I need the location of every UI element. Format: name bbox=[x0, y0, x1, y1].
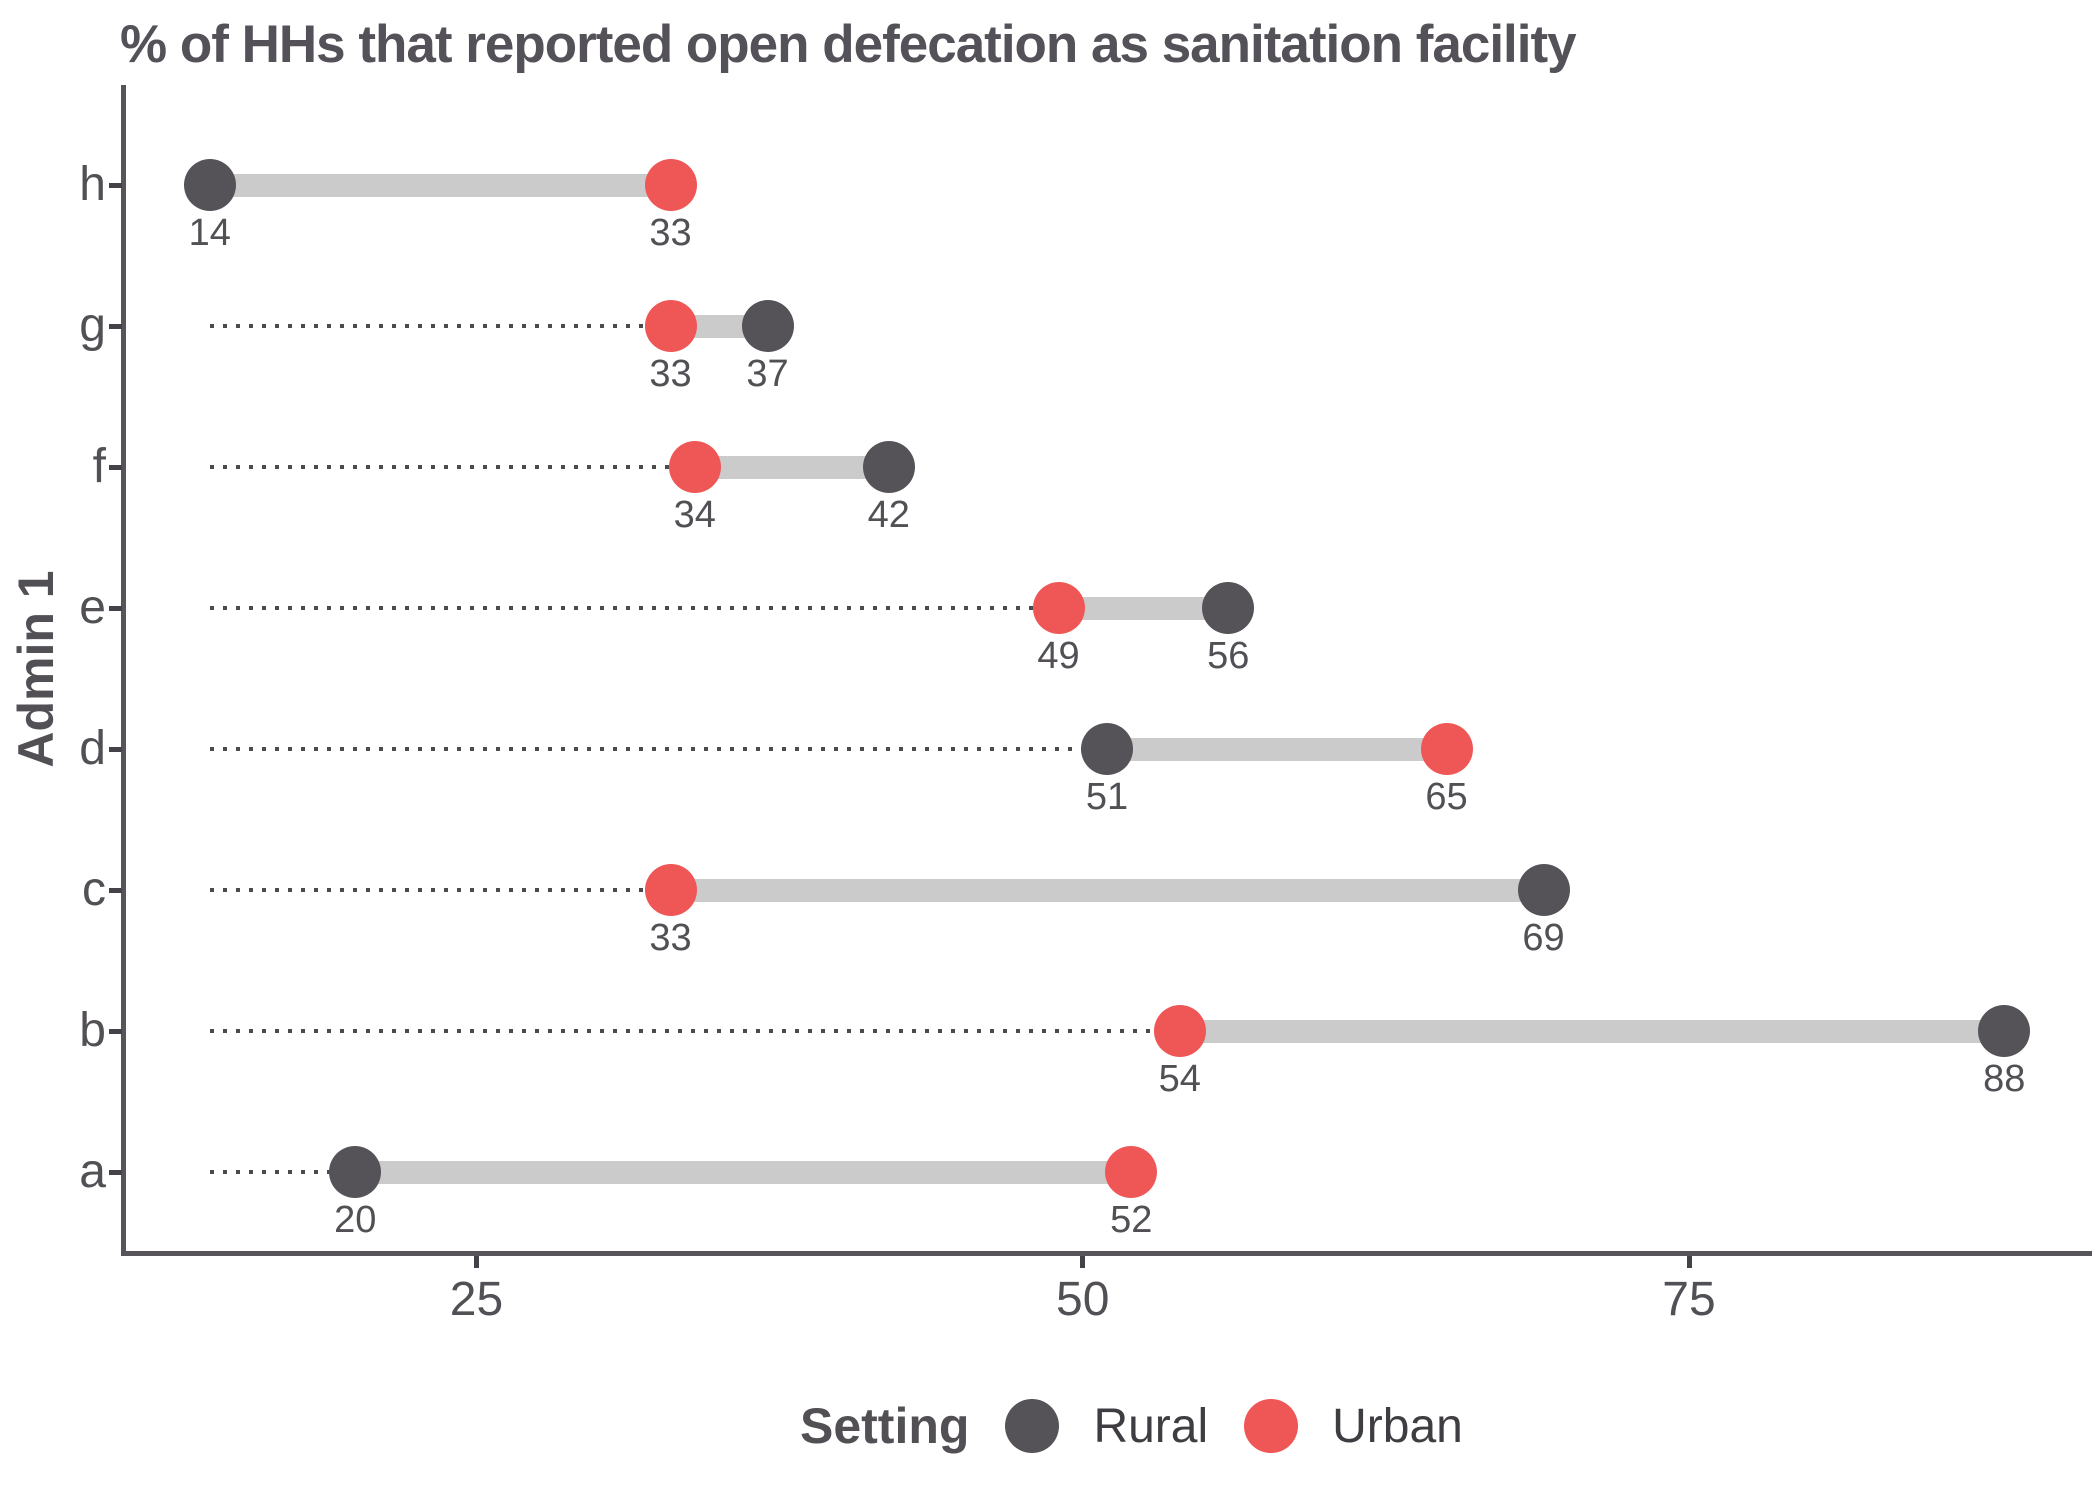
connector-band bbox=[1058, 596, 1229, 620]
urban-data-point bbox=[644, 300, 697, 352]
value-label: 56 bbox=[1207, 635, 1250, 677]
y-tick bbox=[109, 464, 122, 470]
x-tick-label: 50 bbox=[1056, 1273, 1110, 1326]
urban-data-point bbox=[668, 441, 721, 493]
rural-data-point bbox=[183, 159, 236, 211]
y-tick bbox=[109, 1169, 122, 1175]
category-label: g bbox=[79, 299, 106, 352]
category-label: e bbox=[79, 581, 106, 634]
y-axis-line bbox=[121, 85, 126, 1256]
urban-data-point bbox=[644, 159, 697, 211]
category-label: d bbox=[79, 722, 106, 775]
value-label: 65 bbox=[1425, 776, 1468, 818]
urban-data-point bbox=[644, 864, 697, 916]
value-label: 20 bbox=[334, 1199, 377, 1241]
value-label: 14 bbox=[188, 212, 231, 254]
y-tick bbox=[109, 746, 122, 752]
rural-data-point bbox=[1202, 582, 1255, 634]
leader-line bbox=[209, 324, 671, 328]
rural-data-point bbox=[329, 1146, 382, 1198]
rural-data-point bbox=[1081, 723, 1133, 775]
connector-band bbox=[355, 1160, 1132, 1184]
value-label: 69 bbox=[1522, 917, 1565, 959]
value-label: 52 bbox=[1110, 1199, 1153, 1241]
legend: Setting Rural Urban bbox=[800, 1398, 1463, 1454]
legend-item-urban: Urban bbox=[1244, 1399, 1463, 1454]
connector-band bbox=[209, 173, 671, 197]
x-tick bbox=[474, 1256, 479, 1268]
category-label: f bbox=[92, 440, 106, 493]
chart-title: % of HHs that reported open defecation a… bbox=[120, 15, 1577, 74]
leader-line bbox=[209, 465, 695, 469]
rural-data-point bbox=[741, 300, 794, 352]
x-tick bbox=[1686, 1256, 1692, 1268]
urban-data-point bbox=[1153, 1005, 1206, 1057]
urban-data-point bbox=[1420, 723, 1473, 775]
leader-line bbox=[209, 1029, 1180, 1033]
connector-band bbox=[694, 455, 889, 479]
connector-band bbox=[1107, 737, 1447, 761]
value-label: 49 bbox=[1037, 635, 1080, 677]
y-tick bbox=[109, 605, 122, 611]
category-label: b bbox=[79, 1004, 106, 1057]
category-label: c bbox=[82, 863, 106, 916]
value-label: 51 bbox=[1085, 776, 1129, 818]
connector-band bbox=[1179, 1019, 2005, 1043]
value-label: 42 bbox=[867, 494, 910, 536]
value-label: 33 bbox=[649, 917, 692, 959]
y-tick bbox=[109, 323, 122, 329]
x-tick-label: 75 bbox=[1662, 1273, 1716, 1326]
leader-line bbox=[209, 1170, 356, 1174]
y-tick bbox=[109, 182, 122, 188]
rural-data-point bbox=[862, 441, 915, 493]
legend-label-urban: Urban bbox=[1332, 1399, 1463, 1453]
value-label: 88 bbox=[1983, 1058, 2026, 1100]
leader-line bbox=[209, 606, 1059, 610]
y-tick bbox=[109, 1028, 122, 1034]
value-label: 34 bbox=[673, 494, 716, 536]
value-label: 33 bbox=[649, 212, 692, 254]
category-label: h bbox=[79, 158, 106, 211]
connector-band bbox=[670, 878, 1544, 902]
rural-data-point bbox=[1517, 864, 1570, 916]
x-tick-label: 25 bbox=[449, 1273, 504, 1326]
x-axis-line bbox=[121, 1251, 2092, 1256]
category-label: a bbox=[79, 1145, 106, 1198]
legend-item-rural: Rural bbox=[1005, 1399, 1208, 1454]
rural-data-point bbox=[1978, 1005, 2031, 1057]
leader-line bbox=[209, 747, 1107, 751]
urban-swatch-icon bbox=[1244, 1399, 1299, 1453]
x-tick bbox=[1080, 1256, 1086, 1268]
rural-swatch-icon bbox=[1005, 1399, 1060, 1453]
legend-title: Setting bbox=[800, 1398, 970, 1454]
urban-data-point bbox=[1105, 1146, 1158, 1198]
leader-line bbox=[209, 888, 671, 892]
value-label: 33 bbox=[649, 353, 692, 395]
y-tick bbox=[109, 887, 122, 893]
value-label: 54 bbox=[1158, 1058, 1201, 1100]
urban-data-point bbox=[1032, 582, 1085, 634]
legend-label-rural: Rural bbox=[1093, 1399, 1209, 1453]
value-label: 37 bbox=[746, 353, 789, 395]
